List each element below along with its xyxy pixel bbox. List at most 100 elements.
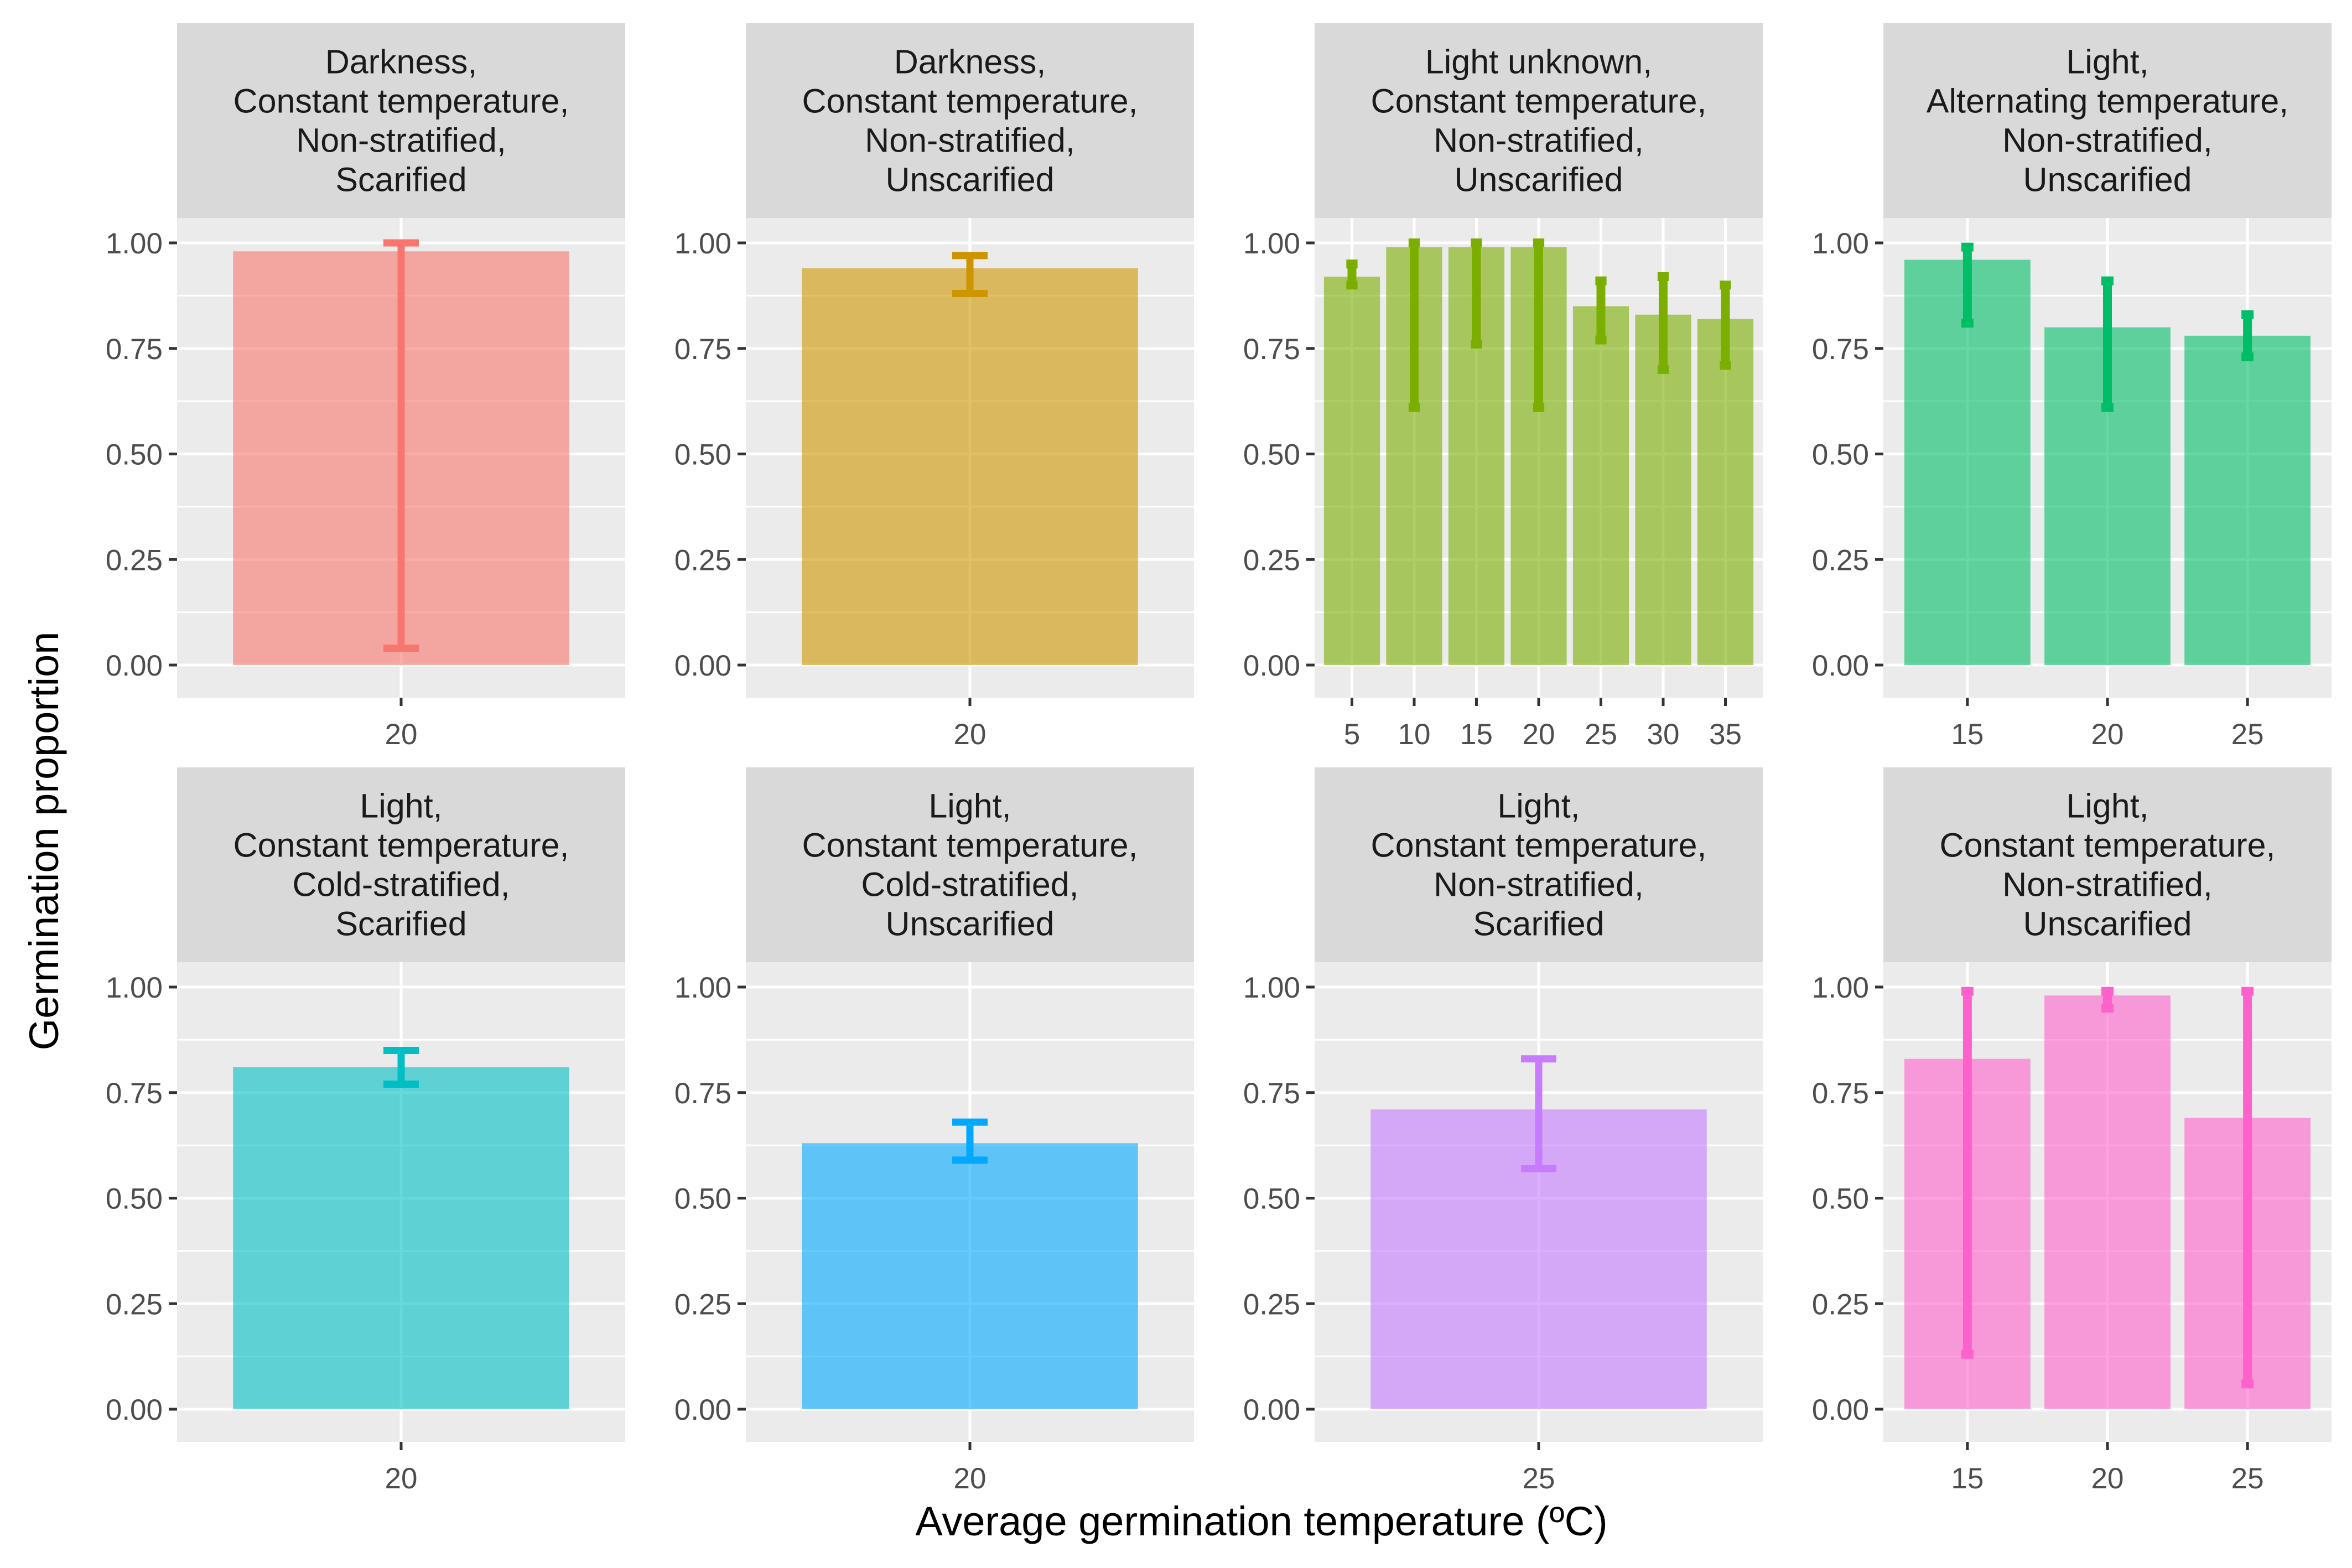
y-tick-label: 0.75 bbox=[106, 333, 163, 366]
y-tick-label: 0.00 bbox=[106, 1394, 163, 1426]
facet-strip-label-line: Scarified bbox=[335, 161, 466, 199]
facet-strip bbox=[1883, 767, 2332, 962]
y-tick-label: 0.50 bbox=[1243, 1183, 1300, 1216]
y-tick-label: 0.75 bbox=[1812, 333, 1869, 366]
facet-panel: Darkness,Constant temperature,Non-strati… bbox=[106, 23, 625, 751]
bar bbox=[1323, 277, 1380, 665]
y-tick-label: 0.75 bbox=[106, 1077, 163, 1110]
facet-strip-label-line: Light, bbox=[360, 787, 442, 825]
y-tick-label: 0.50 bbox=[1812, 439, 1869, 471]
bar bbox=[2044, 995, 2171, 1409]
y-tick-label: 0.75 bbox=[674, 333, 731, 366]
facet-strip-label-line: Cold-stratified, bbox=[292, 866, 510, 904]
x-tick-label: 25 bbox=[2231, 718, 2264, 751]
facet-strip-label-line: Non-stratified, bbox=[2002, 866, 2213, 904]
facet-panel: Light,Constant temperature,Cold-stratifi… bbox=[106, 767, 625, 1495]
facet-panel: Light unknown,Constant temperature,Non-s… bbox=[1243, 23, 1763, 751]
facet-strip-label-line: Scarified bbox=[1473, 905, 1604, 943]
y-tick-label: 0.50 bbox=[106, 1183, 163, 1216]
y-tick-label: 0.25 bbox=[1243, 1288, 1300, 1321]
facet-strip-label-line: Constant temperature, bbox=[233, 827, 569, 864]
y-tick-label: 1.00 bbox=[1243, 972, 1300, 1004]
x-tick-label: 20 bbox=[385, 1462, 418, 1495]
bar bbox=[233, 1067, 569, 1409]
y-tick-label: 1.00 bbox=[674, 972, 731, 1004]
facet-strip bbox=[746, 23, 1194, 218]
x-tick-label: 20 bbox=[385, 718, 418, 751]
x-tick-label: 20 bbox=[954, 1462, 987, 1495]
facet-panel: Darkness,Constant temperature,Non-strati… bbox=[674, 23, 1194, 751]
facet-strip bbox=[1315, 23, 1763, 218]
x-tick-label: 20 bbox=[2091, 718, 2124, 751]
facet-strip-label-line: Alternating temperature, bbox=[1927, 82, 2288, 120]
facet-panel: Light,Alternating temperature,Non-strati… bbox=[1812, 23, 2332, 751]
y-tick-label: 0.00 bbox=[1243, 1394, 1300, 1426]
y-tick-label: 0.75 bbox=[674, 1077, 731, 1110]
y-tick-label: 0.00 bbox=[1812, 650, 1869, 682]
facet-strip-label-line: Constant temperature, bbox=[1940, 827, 2276, 864]
y-axis-title: Germination proportion bbox=[21, 632, 67, 1051]
y-tick-label: 1.00 bbox=[1812, 972, 1869, 1004]
y-tick-label: 0.25 bbox=[106, 544, 163, 577]
y-tick-label: 0.00 bbox=[674, 1394, 731, 1426]
facet-strip-label-line: Darkness, bbox=[894, 43, 1046, 81]
x-tick-label: 5 bbox=[1344, 718, 1360, 751]
bar bbox=[802, 1143, 1138, 1409]
y-tick-label: 0.50 bbox=[1243, 439, 1300, 471]
facet-strip-label-line: Unscarified bbox=[885, 161, 1054, 199]
facet-strip bbox=[177, 767, 625, 962]
facet-strip-label-line: Non-stratified, bbox=[296, 122, 506, 159]
facet-strip-label-line: Scarified bbox=[335, 905, 466, 943]
x-tick-label: 15 bbox=[1951, 718, 1984, 751]
y-tick-label: 0.50 bbox=[1812, 1183, 1869, 1216]
facet-strip-label-line: Unscarified bbox=[2023, 905, 2192, 943]
y-tick-label: 0.25 bbox=[674, 1288, 731, 1321]
y-tick-label: 0.25 bbox=[1812, 544, 1869, 577]
bar bbox=[2184, 335, 2311, 665]
x-tick-label: 10 bbox=[1398, 718, 1431, 751]
y-tick-label: 1.00 bbox=[106, 972, 163, 1004]
facet-strip-label-line: Constant temperature, bbox=[802, 82, 1138, 120]
x-tick-label: 15 bbox=[1460, 718, 1493, 751]
facet-strip-label-line: Unscarified bbox=[2023, 161, 2192, 199]
facet-strip-label-line: Unscarified bbox=[1454, 161, 1623, 199]
facet-strip bbox=[1883, 23, 2332, 218]
facet-strip-label-line: Non-stratified, bbox=[1434, 866, 1644, 904]
y-tick-label: 0.50 bbox=[674, 439, 731, 471]
facet-strip-label-line: Light, bbox=[928, 787, 1011, 825]
facet-strip bbox=[746, 767, 1194, 962]
facet-strip-label-line: Non-stratified, bbox=[2002, 122, 2213, 159]
facet-strip-label-line: Constant temperature, bbox=[1371, 827, 1707, 864]
x-tick-label: 35 bbox=[1709, 718, 1742, 751]
y-tick-label: 0.25 bbox=[1243, 544, 1300, 577]
y-tick-label: 1.00 bbox=[1243, 227, 1300, 260]
facet-strip-label-line: Constant temperature, bbox=[233, 82, 569, 120]
y-tick-label: 0.00 bbox=[1812, 1394, 1869, 1426]
y-tick-label: 1.00 bbox=[106, 227, 163, 260]
facet-strip-label-line: Light, bbox=[2066, 787, 2148, 825]
y-tick-label: 0.00 bbox=[106, 650, 163, 682]
y-tick-label: 0.75 bbox=[1243, 1077, 1300, 1110]
facet-strip-label-line: Non-stratified, bbox=[865, 122, 1075, 159]
facet-strip bbox=[177, 23, 625, 218]
x-tick-label: 25 bbox=[1523, 1462, 1555, 1495]
facet-panels: Darkness,Constant temperature,Non-strati… bbox=[106, 23, 2332, 1495]
facet-strip-label-line: Cold-stratified, bbox=[861, 866, 1078, 904]
y-tick-label: 0.25 bbox=[1812, 1288, 1869, 1321]
facet-strip-label-line: Light, bbox=[2066, 43, 2148, 81]
facet-strip-label-line: Light, bbox=[1497, 787, 1580, 825]
x-tick-label: 20 bbox=[954, 718, 987, 751]
x-tick-label: 30 bbox=[1647, 718, 1680, 751]
facet-strip-label-line: Constant temperature, bbox=[1371, 82, 1707, 120]
facet-panel: Light,Constant temperature,Non-stratifie… bbox=[1812, 767, 2332, 1495]
facet-strip bbox=[1315, 767, 1763, 962]
x-tick-label: 20 bbox=[2091, 1462, 2124, 1495]
facet-strip-label-line: Unscarified bbox=[885, 905, 1054, 943]
x-tick-label: 20 bbox=[1523, 718, 1555, 751]
bar bbox=[1697, 319, 1754, 665]
facet-strip-label-line: Light unknown, bbox=[1425, 43, 1652, 81]
y-tick-label: 0.00 bbox=[1243, 650, 1300, 682]
y-tick-label: 0.75 bbox=[1243, 333, 1300, 366]
y-tick-label: 0.50 bbox=[674, 1183, 731, 1216]
